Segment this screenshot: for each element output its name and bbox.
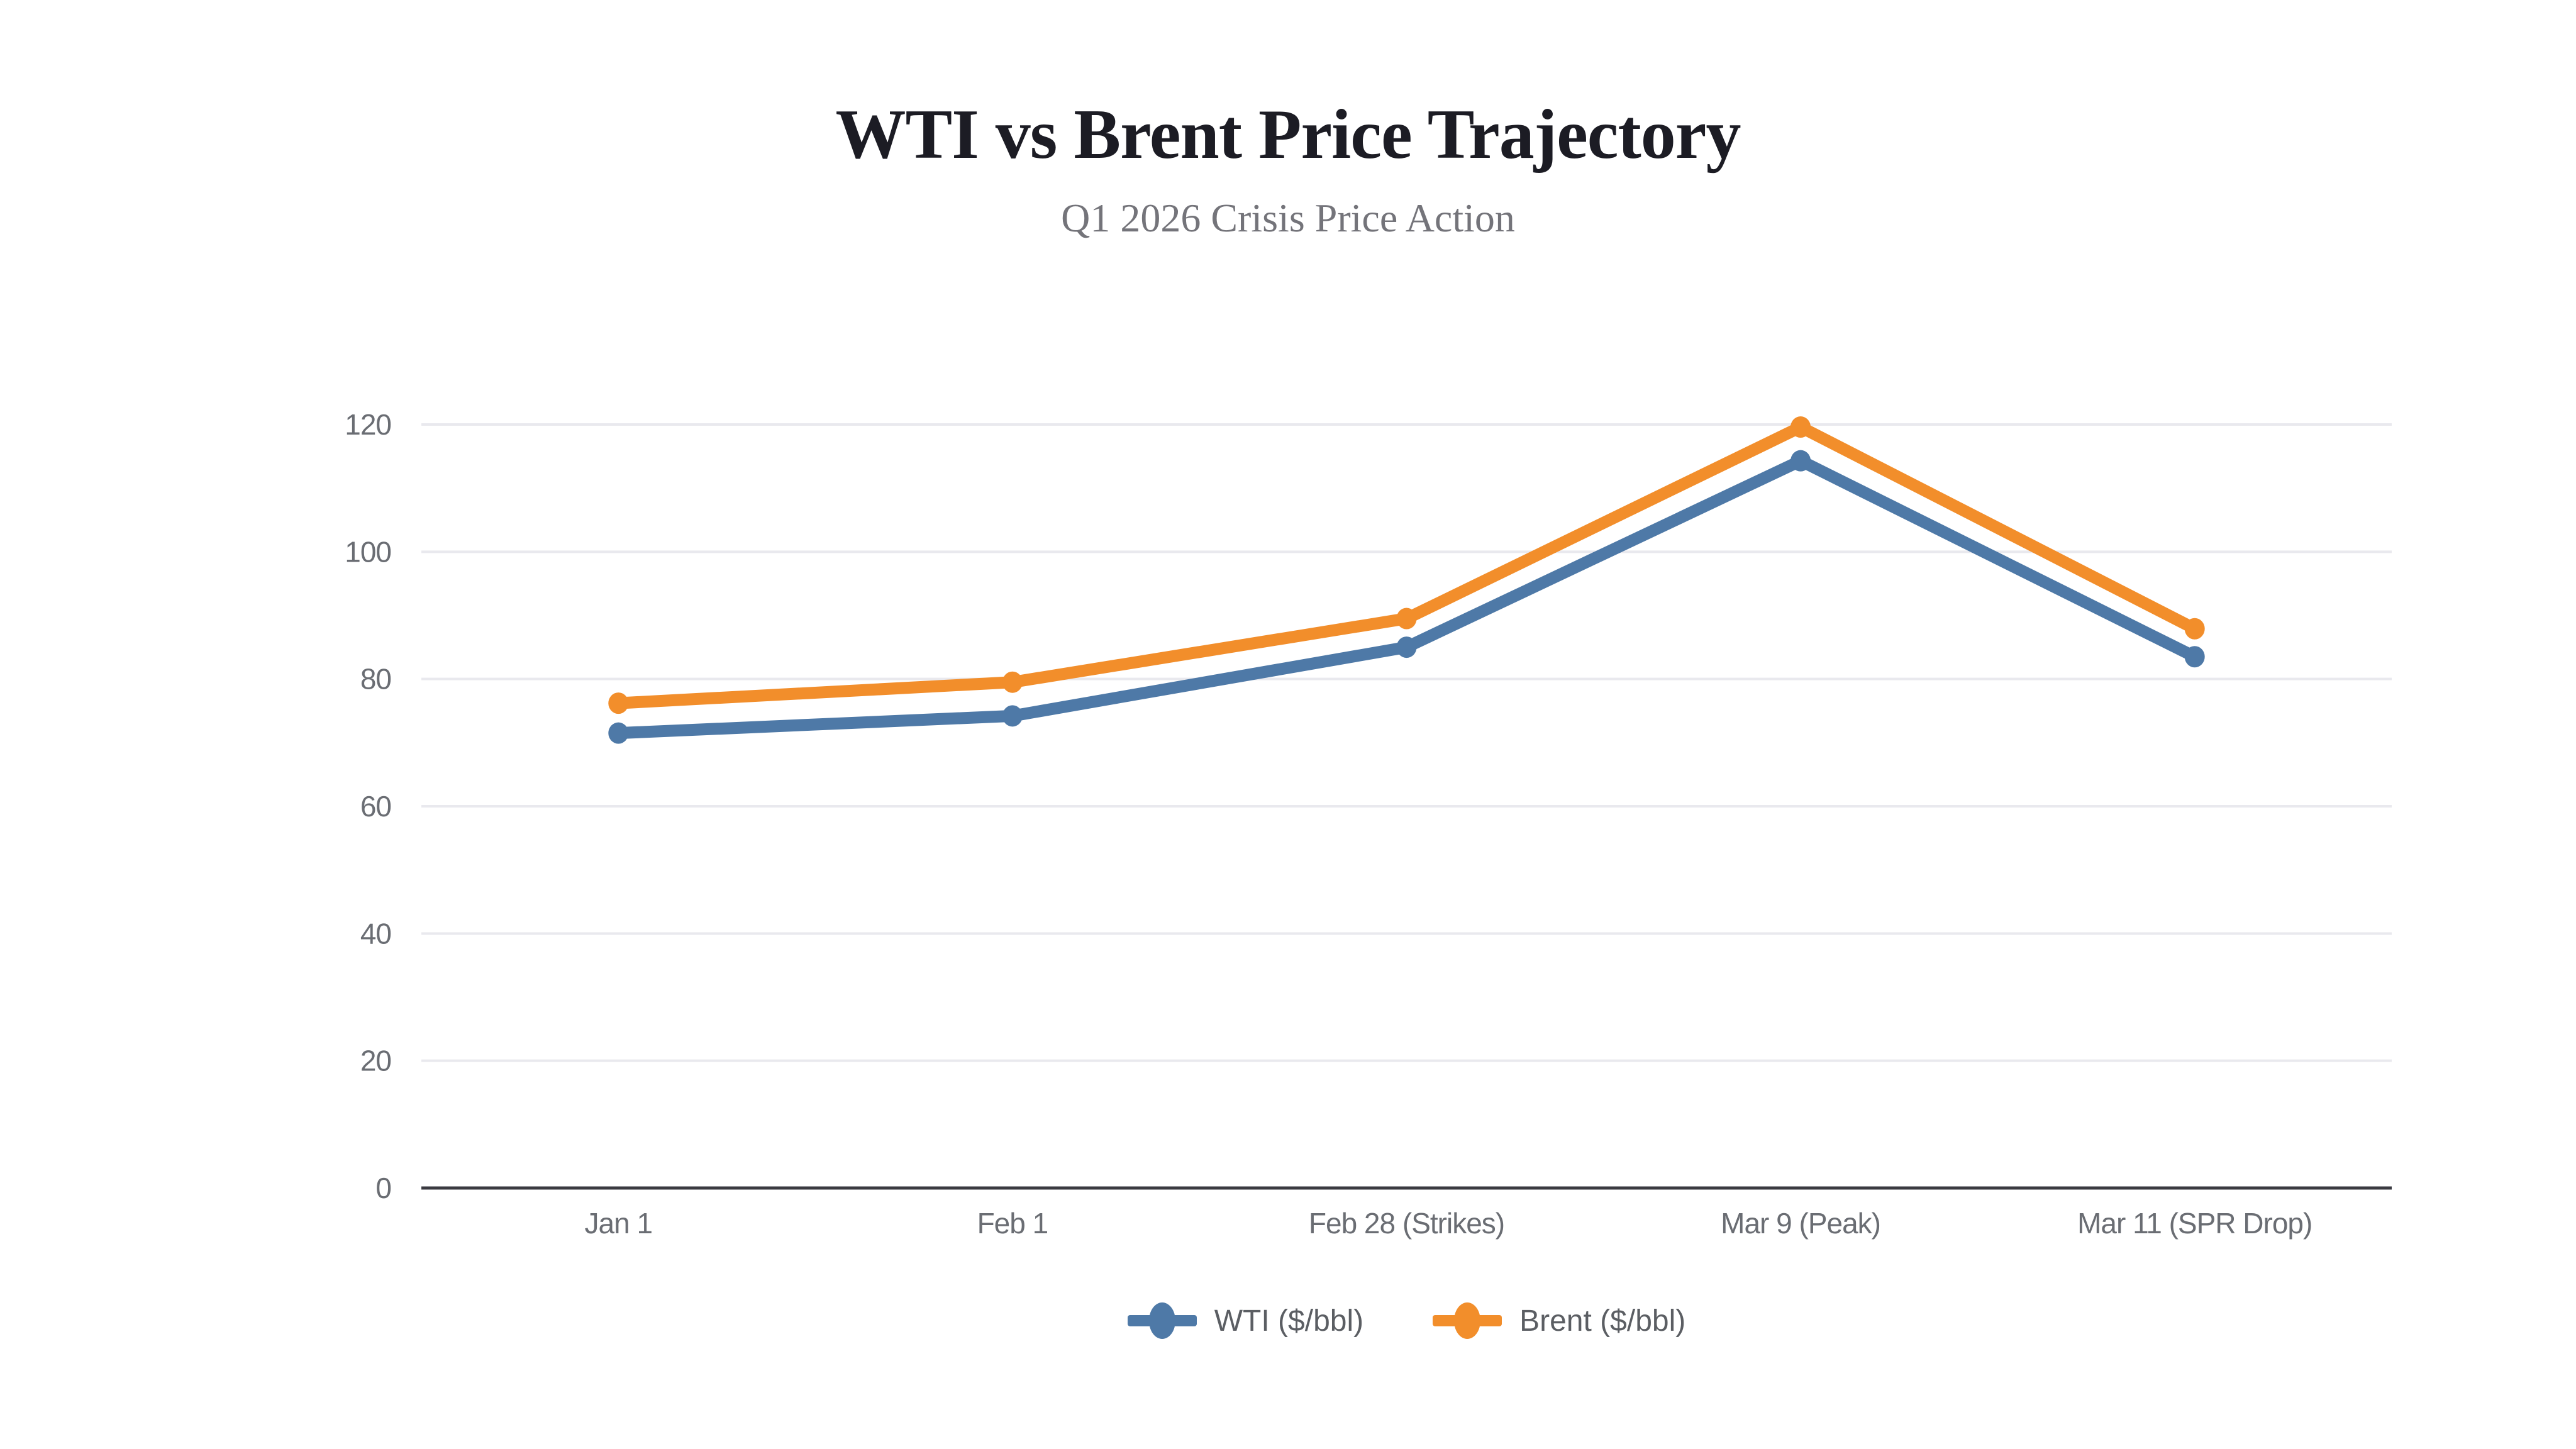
- y-tick-label-80: 80: [360, 663, 391, 696]
- y-tick-label-60: 60: [360, 790, 391, 823]
- x-tick-label-3: Feb 28 (Strikes): [1309, 1207, 1504, 1240]
- brent-point-5: [2184, 618, 2205, 640]
- legend-item-wti: WTI ($/bbl): [1127, 1302, 1364, 1340]
- chart-legend: WTI ($/bbl) Brent ($/bbl): [421, 1302, 2392, 1340]
- wti-point-1: [608, 722, 629, 744]
- legend-label-brent: Brent ($/bbl): [1519, 1304, 1686, 1338]
- brent-point-4: [1790, 416, 1811, 438]
- chart-subtitle: Q1 2026 Crisis Price Action: [1061, 196, 1515, 240]
- brent-point-3: [1396, 608, 1417, 630]
- legend-item-brent: Brent ($/bbl): [1433, 1302, 1685, 1340]
- y-tick-label-120: 120: [345, 408, 391, 441]
- x-tick-label-4: Mar 9 (Peak): [1721, 1207, 1880, 1240]
- y-tick-label-0: 0: [375, 1172, 391, 1204]
- y-tick-label-20: 20: [360, 1045, 391, 1077]
- wti-point-5: [2184, 646, 2205, 668]
- brent-line: [612, 421, 2201, 709]
- brent-line-marker-icon: [1433, 1302, 1502, 1340]
- x-tick-label-1: Jan 1: [585, 1207, 653, 1240]
- y-tick-label-40: 40: [360, 917, 391, 950]
- x-tick-label-2: Feb 1: [977, 1207, 1048, 1240]
- x-tick-label-5: Mar 11 (SPR Drop): [2077, 1207, 2312, 1240]
- chart-title: WTI vs Brent Price Trajectory: [835, 96, 1741, 174]
- wti-line-marker-icon: [1127, 1302, 1197, 1340]
- legend-label-wti: WTI ($/bbl): [1214, 1304, 1364, 1338]
- wti-point-4: [1790, 450, 1811, 472]
- wti-point-3: [1396, 636, 1417, 658]
- brent-point-1: [608, 692, 629, 714]
- y-tick-label-100: 100: [345, 535, 391, 568]
- wti-point-2: [1002, 705, 1023, 727]
- brent-point-2: [1002, 671, 1023, 693]
